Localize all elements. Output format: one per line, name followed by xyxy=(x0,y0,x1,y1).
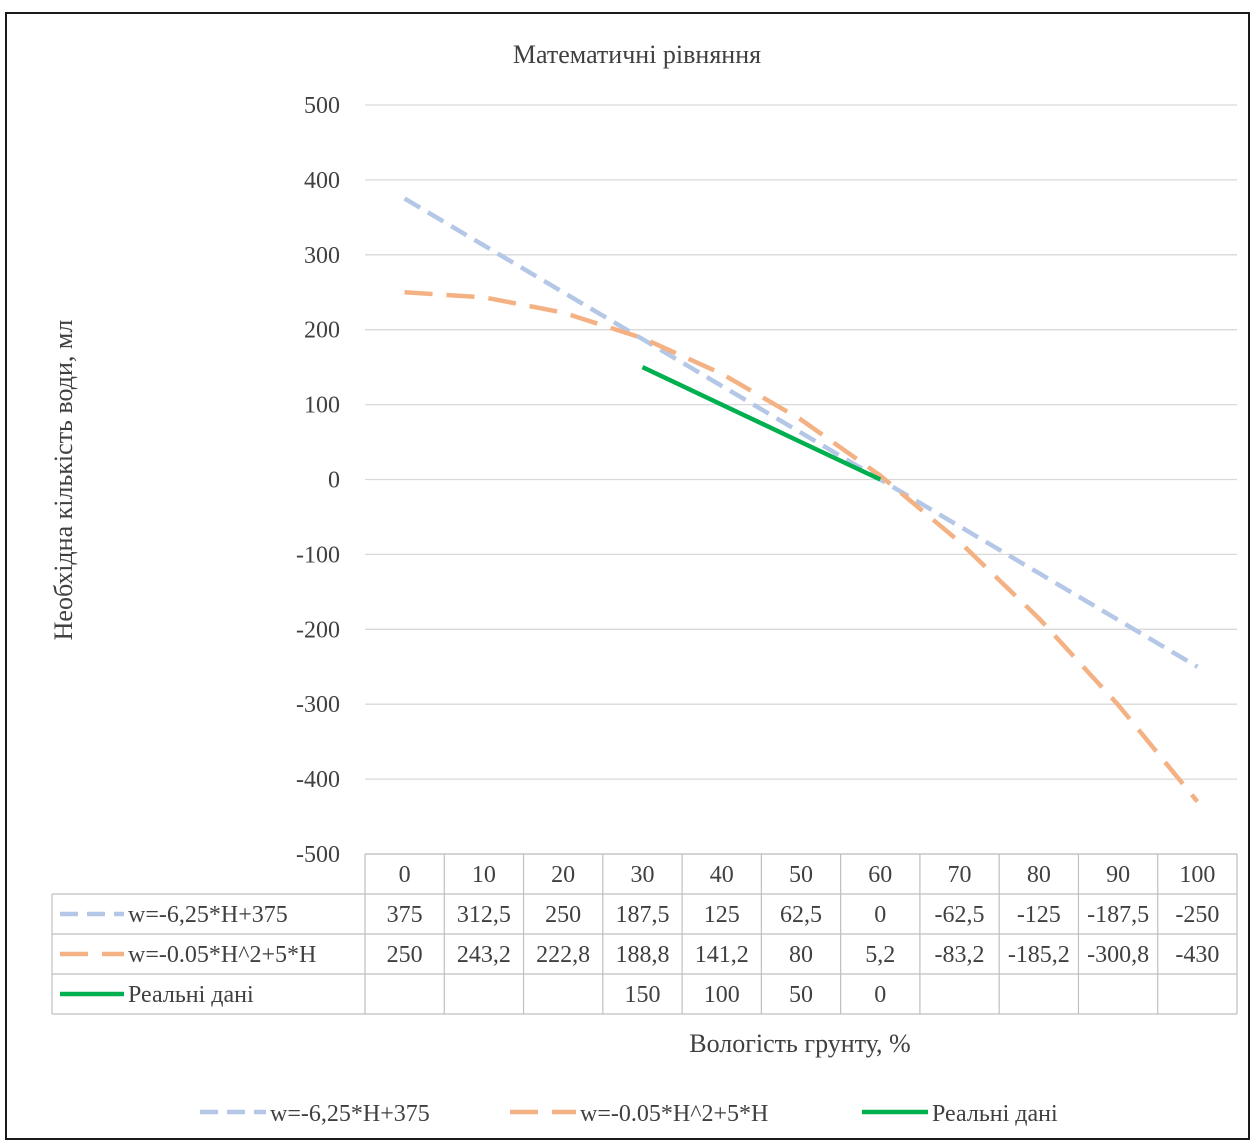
data-label: 222,8 xyxy=(536,942,590,968)
y-tick-label: -200 xyxy=(296,617,340,643)
series-line-1 xyxy=(403,196,1199,669)
series-line-2 xyxy=(404,290,1200,804)
data-label: 100 xyxy=(704,982,740,1008)
y-tick-label: 500 xyxy=(304,93,340,119)
series-line-3 xyxy=(641,365,882,482)
data-label: 80 xyxy=(789,942,813,968)
x-tick-label: 20 xyxy=(551,862,575,888)
series-lines xyxy=(403,196,1200,804)
y-axis-label: Необхідна кількість води, мл xyxy=(49,320,78,641)
x-axis-label: Вологість грунту, % xyxy=(689,1029,910,1058)
x-tick-label: 60 xyxy=(868,862,892,888)
y-tick-label: -100 xyxy=(296,542,340,568)
chart-title: Математичні рівняння xyxy=(513,40,761,69)
data-label: 150 xyxy=(624,982,660,1008)
x-tick-label: 70 xyxy=(948,862,972,888)
data-label: -83,2 xyxy=(935,942,985,968)
x-tick-label: 30 xyxy=(630,862,654,888)
data-label: -62,5 xyxy=(935,902,985,928)
data-label: -125 xyxy=(1017,902,1061,928)
data-label: 0 xyxy=(874,902,886,928)
legend-label: Реальні дані xyxy=(932,1101,1058,1127)
data-label: 62,5 xyxy=(780,902,822,928)
legend: w=-6,25*H+375 w=-0.05*H^2+5*H Реальні дані xyxy=(200,1101,1058,1127)
y-tick-label: -400 xyxy=(296,767,340,793)
y-tick-label: 400 xyxy=(304,168,340,194)
data-label: 141,2 xyxy=(695,942,749,968)
gridlines xyxy=(365,104,1237,855)
x-tick-label: 100 xyxy=(1179,862,1215,888)
x-tick-label: 90 xyxy=(1106,862,1130,888)
x-tick-label: 50 xyxy=(789,862,813,888)
y-tick-label: 0 xyxy=(328,468,340,494)
y-tick-label: 200 xyxy=(304,318,340,344)
data-label: 243,2 xyxy=(457,942,511,968)
table-series-name: w=-0.05*H^2+5*H xyxy=(128,942,316,968)
data-label: 50 xyxy=(789,982,813,1008)
data-label: -185,2 xyxy=(1008,942,1070,968)
data-label: 187,5 xyxy=(615,902,669,928)
table-series-name: w=-6,25*H+375 xyxy=(128,902,288,928)
data-label: 312,5 xyxy=(457,902,511,928)
data-label: 250 xyxy=(387,942,423,968)
data-label: -300,8 xyxy=(1087,942,1149,968)
legend-label: w=-6,25*H+375 xyxy=(270,1101,430,1127)
y-tick-label: 300 xyxy=(304,243,340,269)
data-label: 125 xyxy=(704,902,740,928)
data-label: 5,2 xyxy=(865,942,895,968)
data-label: -187,5 xyxy=(1087,902,1149,928)
x-tick-label: 40 xyxy=(710,862,734,888)
data-label: -250 xyxy=(1175,902,1219,928)
x-tick-label: 0 xyxy=(399,862,411,888)
x-tick-label: 80 xyxy=(1027,862,1051,888)
data-label: 188,8 xyxy=(615,942,669,968)
y-tick-label: 100 xyxy=(304,393,340,419)
data-label: 0 xyxy=(874,982,886,1008)
legend-label: w=-0.05*H^2+5*H xyxy=(580,1101,768,1127)
x-tick-label: 10 xyxy=(472,862,496,888)
y-tick-label: -500 xyxy=(296,842,340,868)
data-label: 375 xyxy=(387,902,423,928)
data-label: 250 xyxy=(545,902,581,928)
table-series-name: Реальні дані xyxy=(128,982,254,1008)
y-tick-labels: 500 400 300 200 100 0 -100 -200 -300 -400 -500 xyxy=(296,93,340,868)
chart-frame xyxy=(5,12,1250,1140)
y-tick-label: -300 xyxy=(296,692,340,718)
data-label: -430 xyxy=(1175,942,1219,968)
data-table: 0 10 20 30 40 50 60 70 80 90 100 w=-6,25*H+375 375 31… xyxy=(51,853,1238,1015)
